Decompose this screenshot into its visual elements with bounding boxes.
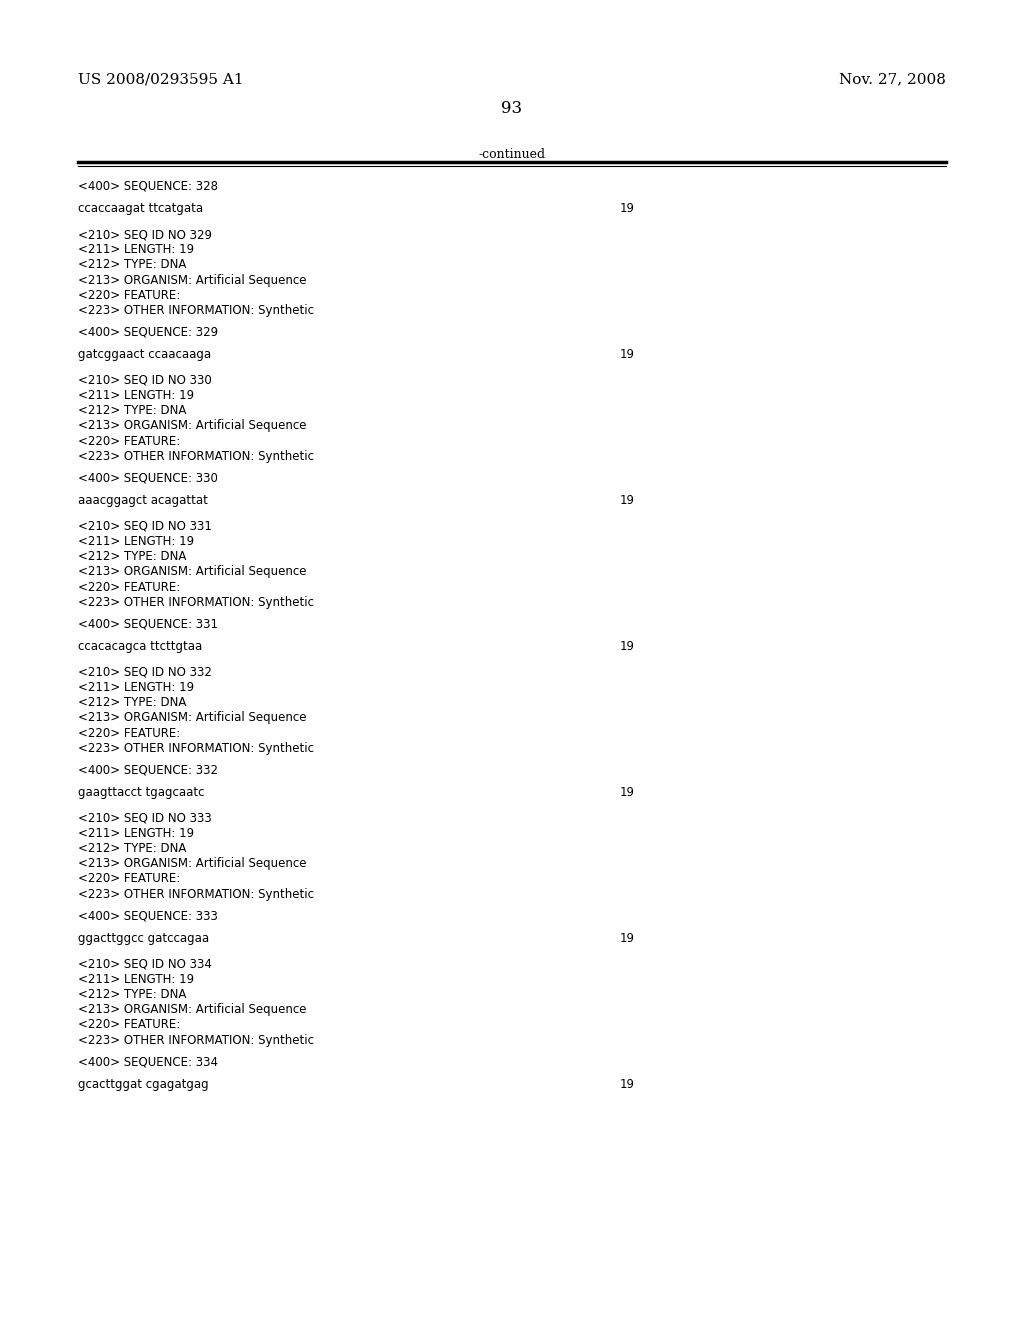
Text: <211> LENGTH: 19: <211> LENGTH: 19 <box>78 243 194 256</box>
Text: 19: 19 <box>620 494 635 507</box>
Text: <212> TYPE: DNA: <212> TYPE: DNA <box>78 259 186 272</box>
Text: <400> SEQUENCE: 334: <400> SEQUENCE: 334 <box>78 1055 218 1068</box>
Text: ccaccaagat ttcatgata: ccaccaagat ttcatgata <box>78 202 203 215</box>
Text: <220> FEATURE:: <220> FEATURE: <box>78 581 180 594</box>
Text: <213> ORGANISM: Artificial Sequence: <213> ORGANISM: Artificial Sequence <box>78 273 306 286</box>
Text: <213> ORGANISM: Artificial Sequence: <213> ORGANISM: Artificial Sequence <box>78 711 306 725</box>
Text: <220> FEATURE:: <220> FEATURE: <box>78 1018 180 1031</box>
Text: 19: 19 <box>620 348 635 362</box>
Text: <213> ORGANISM: Artificial Sequence: <213> ORGANISM: Artificial Sequence <box>78 857 306 870</box>
Text: 19: 19 <box>620 785 635 799</box>
Text: <212> TYPE: DNA: <212> TYPE: DNA <box>78 696 186 709</box>
Text: <210> SEQ ID NO 331: <210> SEQ ID NO 331 <box>78 520 212 533</box>
Text: <211> LENGTH: 19: <211> LENGTH: 19 <box>78 826 194 840</box>
Text: gatcggaact ccaacaaga: gatcggaact ccaacaaga <box>78 348 211 362</box>
Text: <400> SEQUENCE: 328: <400> SEQUENCE: 328 <box>78 180 218 193</box>
Text: <213> ORGANISM: Artificial Sequence: <213> ORGANISM: Artificial Sequence <box>78 565 306 578</box>
Text: <400> SEQUENCE: 330: <400> SEQUENCE: 330 <box>78 471 218 484</box>
Text: <223> OTHER INFORMATION: Synthetic: <223> OTHER INFORMATION: Synthetic <box>78 887 313 900</box>
Text: <223> OTHER INFORMATION: Synthetic: <223> OTHER INFORMATION: Synthetic <box>78 742 313 755</box>
Text: <211> LENGTH: 19: <211> LENGTH: 19 <box>78 389 194 403</box>
Text: <212> TYPE: DNA: <212> TYPE: DNA <box>78 842 186 855</box>
Text: <211> LENGTH: 19: <211> LENGTH: 19 <box>78 535 194 548</box>
Text: <212> TYPE: DNA: <212> TYPE: DNA <box>78 550 186 564</box>
Text: <220> FEATURE:: <220> FEATURE: <box>78 434 180 447</box>
Text: <210> SEQ ID NO 330: <210> SEQ ID NO 330 <box>78 374 212 387</box>
Text: ggacttggcc gatccagaa: ggacttggcc gatccagaa <box>78 932 209 945</box>
Text: 19: 19 <box>620 1078 635 1090</box>
Text: <223> OTHER INFORMATION: Synthetic: <223> OTHER INFORMATION: Synthetic <box>78 304 313 317</box>
Text: <211> LENGTH: 19: <211> LENGTH: 19 <box>78 973 194 986</box>
Text: <210> SEQ ID NO 332: <210> SEQ ID NO 332 <box>78 665 212 678</box>
Text: <212> TYPE: DNA: <212> TYPE: DNA <box>78 404 186 417</box>
Text: <220> FEATURE:: <220> FEATURE: <box>78 873 180 886</box>
Text: <223> OTHER INFORMATION: Synthetic: <223> OTHER INFORMATION: Synthetic <box>78 450 313 463</box>
Text: aaacggagct acagattat: aaacggagct acagattat <box>78 494 208 507</box>
Text: <213> ORGANISM: Artificial Sequence: <213> ORGANISM: Artificial Sequence <box>78 1003 306 1016</box>
Text: <212> TYPE: DNA: <212> TYPE: DNA <box>78 987 186 1001</box>
Text: 93: 93 <box>502 100 522 117</box>
Text: <400> SEQUENCE: 333: <400> SEQUENCE: 333 <box>78 909 218 923</box>
Text: <211> LENGTH: 19: <211> LENGTH: 19 <box>78 681 194 694</box>
Text: gaagttacct tgagcaatc: gaagttacct tgagcaatc <box>78 785 205 799</box>
Text: <220> FEATURE:: <220> FEATURE: <box>78 726 180 739</box>
Text: gcacttggat cgagatgag: gcacttggat cgagatgag <box>78 1078 209 1090</box>
Text: <400> SEQUENCE: 329: <400> SEQUENCE: 329 <box>78 326 218 338</box>
Text: <223> OTHER INFORMATION: Synthetic: <223> OTHER INFORMATION: Synthetic <box>78 595 313 609</box>
Text: -continued: -continued <box>478 148 546 161</box>
Text: <210> SEQ ID NO 333: <210> SEQ ID NO 333 <box>78 812 212 825</box>
Text: <400> SEQUENCE: 331: <400> SEQUENCE: 331 <box>78 618 218 630</box>
Text: <210> SEQ ID NO 334: <210> SEQ ID NO 334 <box>78 957 212 970</box>
Text: US 2008/0293595 A1: US 2008/0293595 A1 <box>78 73 244 87</box>
Text: <400> SEQUENCE: 332: <400> SEQUENCE: 332 <box>78 763 218 776</box>
Text: <220> FEATURE:: <220> FEATURE: <box>78 289 180 302</box>
Text: 19: 19 <box>620 202 635 215</box>
Text: <210> SEQ ID NO 329: <210> SEQ ID NO 329 <box>78 228 212 242</box>
Text: Nov. 27, 2008: Nov. 27, 2008 <box>840 73 946 87</box>
Text: 19: 19 <box>620 640 635 653</box>
Text: <223> OTHER INFORMATION: Synthetic: <223> OTHER INFORMATION: Synthetic <box>78 1034 313 1047</box>
Text: <213> ORGANISM: Artificial Sequence: <213> ORGANISM: Artificial Sequence <box>78 420 306 433</box>
Text: 19: 19 <box>620 932 635 945</box>
Text: ccacacagca ttcttgtaa: ccacacagca ttcttgtaa <box>78 640 202 653</box>
